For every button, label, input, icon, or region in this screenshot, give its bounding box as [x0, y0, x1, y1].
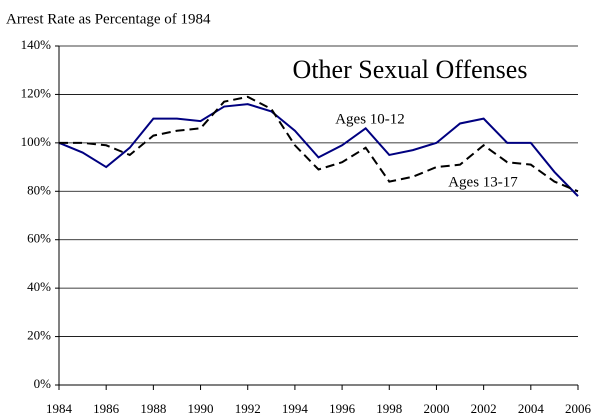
x-tick-label: 1992: [235, 401, 261, 416]
x-tick-label: 1988: [140, 401, 166, 416]
y-tick-label: 80%: [27, 182, 51, 197]
x-tick-label: 2002: [471, 401, 497, 416]
series-annotation: Ages 13-17: [448, 174, 518, 190]
y-axis-label: Arrest Rate as Percentage of 1984: [6, 11, 211, 27]
x-tick-label: 2006: [565, 401, 592, 416]
x-tick-label: 1984: [46, 401, 73, 416]
x-tick-label: 1990: [188, 401, 214, 416]
y-tick-label: 20%: [27, 328, 51, 343]
y-tick-label: 0%: [34, 376, 52, 391]
y-tick-label: 120%: [21, 85, 52, 100]
y-tick-label: 60%: [27, 231, 51, 246]
chart-title: Other Sexual Offenses: [293, 55, 528, 84]
x-tick-label: 1986: [93, 401, 120, 416]
series-line: [59, 95, 579, 193]
x-tick-label: 1994: [282, 401, 309, 416]
series-annotation: Ages 10-12: [335, 111, 405, 127]
y-tick-label: 140%: [21, 37, 52, 52]
y-tick-label: 40%: [27, 279, 51, 294]
x-tick-label: 2000: [423, 401, 449, 416]
series-line: [58, 103, 579, 197]
x-tick-label: 1998: [376, 401, 402, 416]
x-tick-label: 1996: [329, 401, 356, 416]
y-tick-label: 100%: [21, 134, 52, 149]
x-tick-label: 2004: [518, 401, 545, 416]
